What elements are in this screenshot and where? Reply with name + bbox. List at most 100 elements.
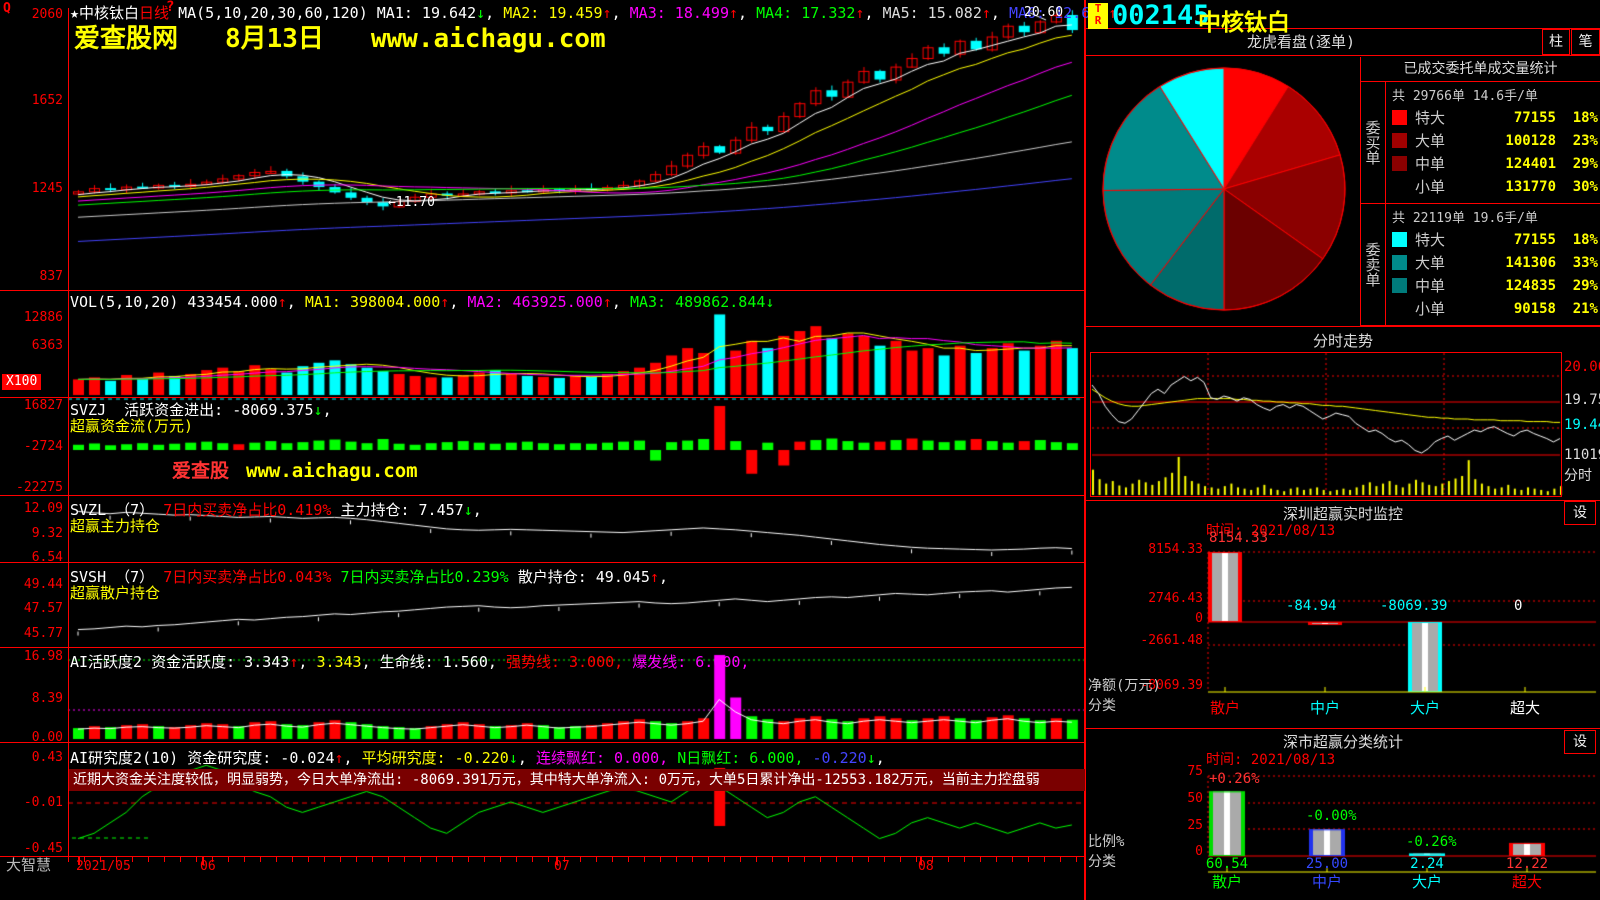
axis-svzj-neg22275: -22275: [16, 480, 63, 495]
svzj-header-2-seg: 超赢资金流(万元): [70, 417, 194, 435]
xaxis-line: [0, 856, 1084, 857]
month-tick-may: [78, 857, 80, 865]
stats-row-value: 100128: [1505, 132, 1556, 149]
svzl-header-seg: SVZL （7）: [70, 501, 164, 519]
monitor-y-8154: 8154.33: [1148, 542, 1203, 557]
ai2-header-seg: 连续飘红: 0.000,: [535, 749, 678, 767]
stats-row-value: 77155: [1513, 231, 1556, 248]
right-header-line: [1086, 28, 1600, 29]
monitor-y-0: 0: [1195, 611, 1203, 626]
classify-y-75: 75: [1187, 764, 1203, 779]
ai2-header-seg: ↓: [866, 749, 876, 767]
divider-monitor-classify: [1086, 728, 1600, 729]
stats-row-value: 141306: [1505, 254, 1556, 271]
svsh-header-seg: 7日内买卖净占比0.043%: [163, 568, 332, 586]
stats-swatch-icon: [1392, 110, 1407, 125]
axis-ai2-neg0-45: -0.45: [23, 841, 63, 856]
svsh-header-seg: 7日内买卖净占比0.239%: [340, 568, 509, 586]
daily-header-seg: ,: [485, 4, 504, 22]
monitor-ylabel: 净额(万元): [1088, 678, 1161, 694]
ai1-header-seg: , 生命线: 1.560,: [361, 653, 506, 671]
ai2-header-seg: ,: [875, 749, 885, 767]
divider-pie-fenshi: [1086, 326, 1600, 327]
classify-cat-zhonghu: 中户: [1311, 873, 1343, 891]
watermark-main: 爱查股网 8月13日 www.aichagu.com: [74, 24, 606, 54]
svsh-header-seg: ,: [659, 568, 669, 586]
axis-p1-837: 837: [39, 269, 63, 284]
svzl-header-seg: ,: [472, 501, 482, 519]
xaxis-ticks: [68, 857, 1084, 862]
monitor-val-chaoda: 0: [1514, 598, 1523, 614]
ai2-header-seg: ↓: [508, 749, 518, 767]
stats-title: 已成交委托单成交量统计: [1361, 57, 1600, 82]
stats-groups: 委买单共 29766单 14.6手/单特大 77155 18% 大单 100128 23%…: [1361, 82, 1600, 326]
annotation-low: ←11.70: [388, 195, 435, 210]
divider-svzj-svzl: [0, 495, 1084, 496]
svzj-header-2: 超赢资金流(万元): [70, 415, 193, 436]
divider-svzl-svsh: [0, 562, 1084, 563]
watermark-svzj-1: 爱查股: [172, 460, 230, 482]
longhu-title: 龙虎看盘(逐单): [1246, 33, 1356, 51]
stats-side-label: 委买单: [1361, 82, 1386, 203]
app-brand: 大智慧: [6, 856, 52, 874]
classify-y-0: 0: [1195, 844, 1203, 859]
ai2-header-seg: ↑: [334, 749, 344, 767]
vol-unit-badge: X100: [2, 374, 42, 390]
daily-header-seg: ↑: [728, 4, 739, 22]
stats-side-label: 委卖单: [1361, 204, 1386, 325]
stats-row-pct: 33%: [1572, 254, 1598, 271]
classify-time: 时间: 2021/08/13: [1206, 752, 1336, 768]
monitor-settings-button[interactable]: 设: [1564, 501, 1596, 525]
stats-swatch-icon: [1392, 278, 1407, 293]
classify-cat-sanhu: 散户: [1211, 873, 1243, 891]
stats-row: 特大 77155 18%: [1386, 228, 1600, 251]
stats-row-value: 77155: [1513, 109, 1556, 126]
tick-mode-button[interactable]: 笔: [1571, 29, 1600, 55]
classify-ylabel: 比例%: [1088, 834, 1125, 850]
ai1-header-seg: 3.343: [316, 653, 362, 671]
stats-row: 大单 100128 23%: [1386, 129, 1600, 152]
axis-svsh-47-57: 47.57: [23, 601, 63, 616]
tr-badge-t: T: [1094, 2, 1102, 15]
fenshi-chart-frame[interactable]: [1090, 352, 1562, 497]
axis-vol-6363: 6363: [31, 338, 63, 353]
axis-ai1-0-00: 0.00: [31, 730, 63, 745]
stats-summary: 共 22119单 19.6手/单: [1392, 211, 1538, 226]
svsh-header-2: 超赢散户持仓: [70, 582, 160, 603]
classify-val-chaoda: 12.22: [1505, 856, 1549, 872]
fenshi-label-cur: 19.44: [1564, 417, 1600, 433]
stats-summary: 共 29766单 14.6手/单: [1392, 89, 1538, 104]
daily-header-seg: 日线: [139, 4, 170, 22]
month-tick-jun: [202, 857, 204, 865]
fenshi-title: 分时走势: [1312, 332, 1373, 350]
daily-header-seg: ↑: [602, 4, 612, 22]
vol-header: VOL(5,10,20) 433454.000↑, MA1: 398004.00…: [70, 293, 774, 311]
svzj-header-seg: SVZJ 活跃资金进出: -8069.375: [70, 401, 314, 419]
divider-ai1-ai2: [0, 742, 1084, 743]
stats-row: 中单 124401 29%: [1386, 152, 1600, 175]
stats-row-label: 中单: [1415, 155, 1446, 173]
classify-val-zhonghu: 25.00: [1305, 856, 1349, 872]
month-tick-aug: [920, 857, 922, 865]
vol-header-seg: MA2: 463925.000: [467, 293, 603, 311]
ai1-header-seg: 强势线: 3.000,: [505, 653, 633, 671]
ai1-header-seg: AI活跃度2 资金活跃度: 3.343: [70, 653, 290, 671]
stock-code: 002145: [1112, 0, 1210, 31]
svzj-header-seg: ,: [322, 401, 332, 419]
stats-swatch-icon: [1392, 232, 1407, 247]
trade-stats-table: 已成交委托单成交量统计 委买单共 29766单 14.6手/单特大 77155 18…: [1360, 57, 1600, 326]
stats-row-value: 90158: [1513, 300, 1556, 317]
vol-header-seg: ↑: [277, 293, 287, 311]
monitor-y-neg2661: -2661.48: [1140, 633, 1203, 648]
svsh-header-seg: 散户持仓: 49.045: [508, 568, 650, 586]
ai1-header-seg: 爆发线: 6.000,: [632, 653, 750, 671]
divider-svsh-ai1: [0, 647, 1084, 648]
daily-header-seg: MA5: 15.082: [882, 4, 982, 22]
axis-p1-1652: 1652: [31, 93, 63, 108]
column-mode-button[interactable]: 柱: [1542, 29, 1570, 55]
month-tick-jul: [556, 857, 558, 865]
classify-settings-button[interactable]: 设: [1564, 730, 1596, 754]
